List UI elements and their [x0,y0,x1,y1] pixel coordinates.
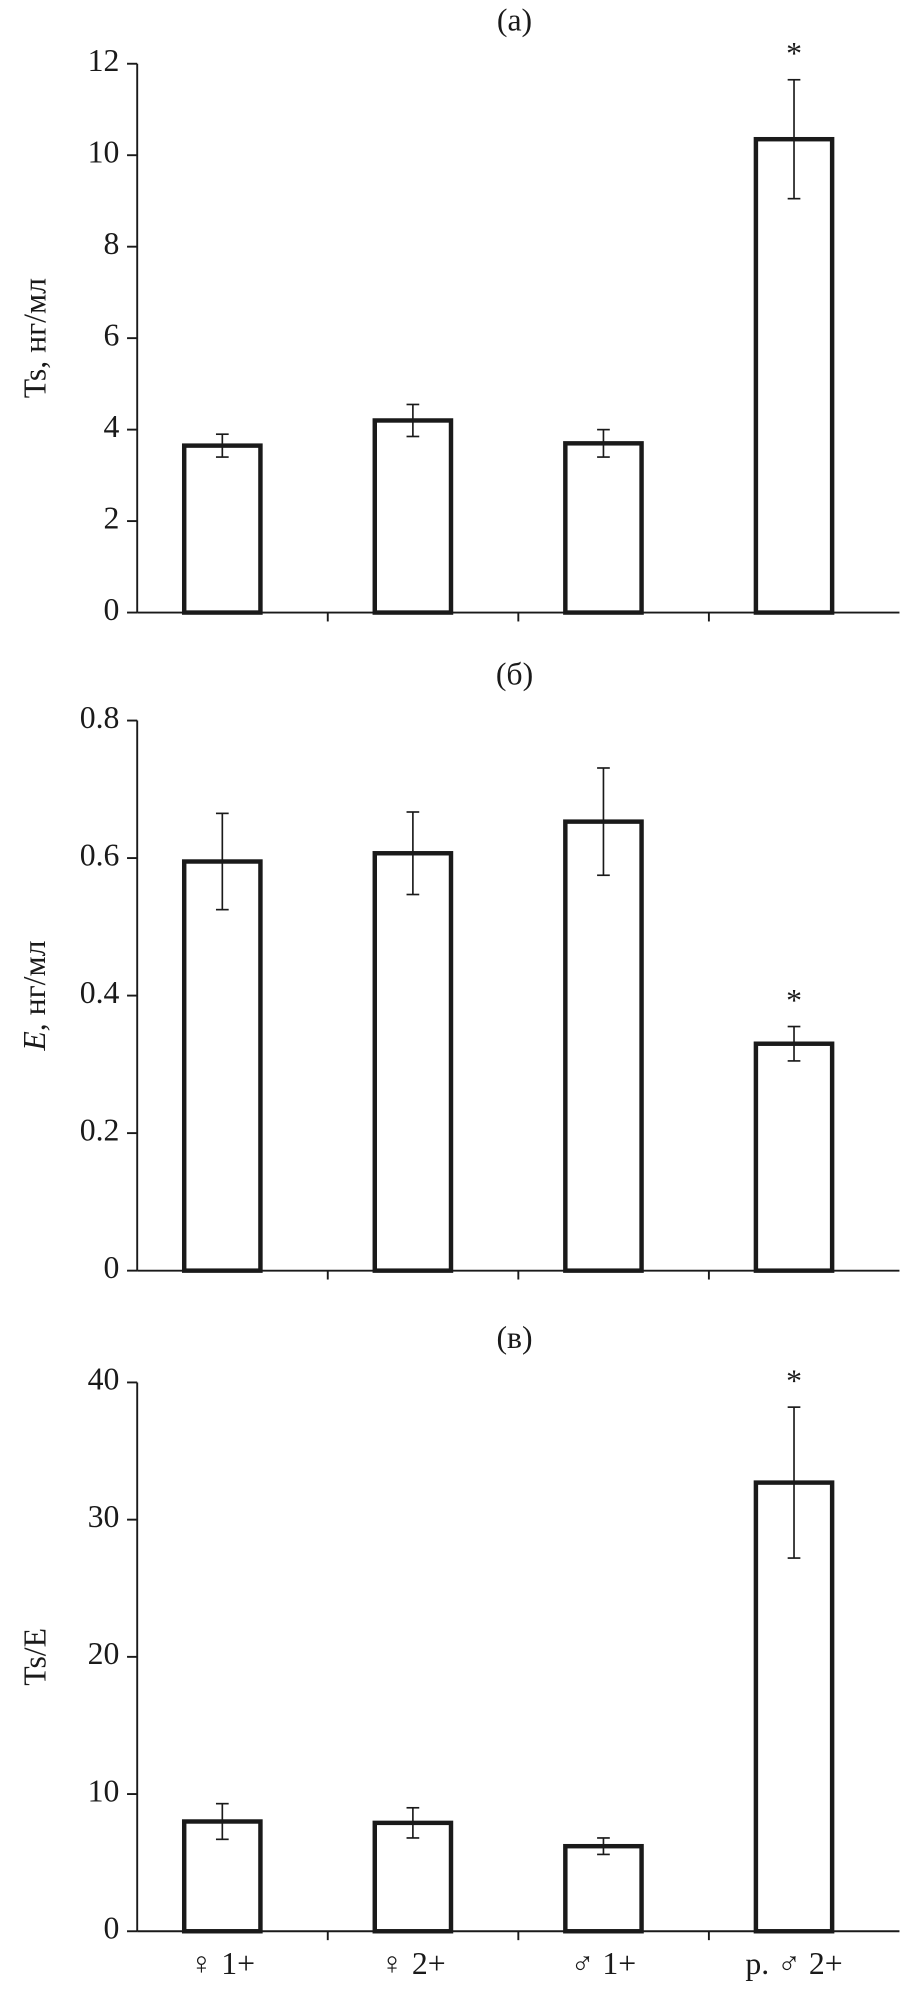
y-axis-label-unit: нг/мл [17,940,52,1015]
bar [372,418,454,615]
x-tick-label: ♀ 2+ [380,1946,446,1981]
x-tick-label: ♀ 1+ [190,1946,256,1981]
chart-title: (б) [496,657,533,692]
y-tick-label: 4 [104,409,120,444]
y-tick-label: 0 [104,592,120,627]
y-tick-label: 0.6 [80,837,120,872]
x-tick-label: р. ♂ 2+ [745,1946,842,1981]
bar [372,1820,454,1934]
y-tick-label: 12 [88,43,120,78]
bar [181,859,263,1273]
bar [563,1843,644,1934]
y-axis-label: E, нг/мл [17,940,52,1051]
y-axis-label: Ts/E [17,1628,52,1686]
y-tick-label: 10 [88,1773,120,1808]
significance-marker: * [786,1364,802,1399]
x-tick-label: ♂ 1+ [571,1946,637,1981]
bar [753,136,835,615]
bar [563,441,644,615]
y-tick-label: 0.8 [80,700,120,735]
y-tick-label: 20 [88,1636,120,1671]
chart-title: (в) [496,1320,532,1355]
bar [753,1041,835,1273]
bar [753,1480,835,1934]
bar [563,819,644,1273]
y-tick-label: 0 [104,1911,120,1946]
significance-marker: * [786,983,802,1018]
y-tick-label: 40 [88,1362,120,1397]
y-tick-label: 30 [88,1499,120,1534]
y-tick-label: 2 [104,500,120,535]
bar [181,443,263,615]
y-tick-label: 6 [104,317,120,352]
chart-title: (а) [497,2,532,37]
y-tick-label: 8 [104,226,120,261]
y-tick-label: 0 [104,1250,120,1285]
significance-marker: * [786,36,802,71]
y-axis-label-symbol: E, [17,1015,52,1051]
y-tick-label: 10 [88,134,120,169]
y-tick-label: 0.2 [80,1112,120,1147]
y-tick-label: 0.4 [80,975,120,1010]
y-axis-label: Ts, нг/мл [17,278,52,398]
bar [372,851,454,1273]
